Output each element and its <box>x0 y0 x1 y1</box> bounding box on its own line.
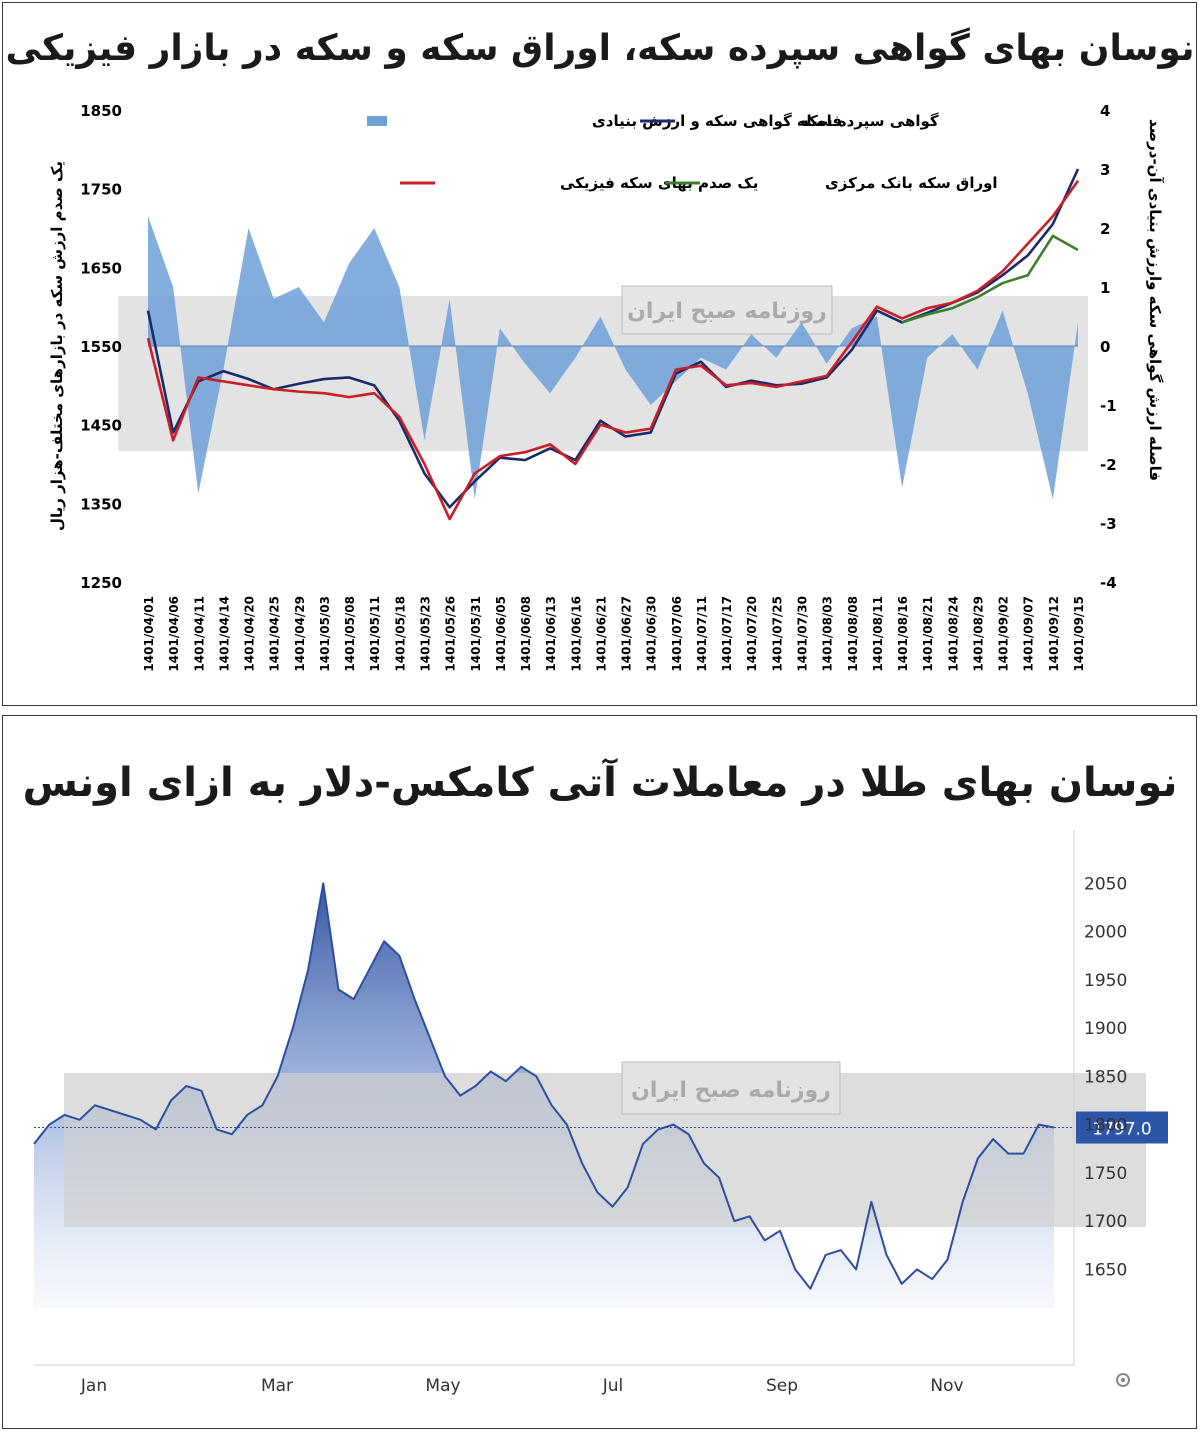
y-tick-label: 1250 <box>80 574 122 592</box>
y2-tick-label: 0 <box>1100 338 1110 356</box>
x-tick-label: 1401/06/05 <box>494 596 508 672</box>
y2-tick-label: -1 <box>1100 397 1117 415</box>
y-tick-label: 1550 <box>80 338 122 356</box>
legend-label: گواهی سپرده سکه <box>800 112 939 131</box>
line-series-3 <box>901 234 1079 324</box>
legend-label: اوراق سکه بانک مرکزی <box>825 174 998 192</box>
line-series-2 <box>146 180 1080 521</box>
y2-tick-label: -3 <box>1100 515 1117 533</box>
x-tick-label: 1401/04/25 <box>268 596 282 672</box>
x-tick-label: 1401/06/16 <box>569 596 583 672</box>
x-tick-label: 1401/08/16 <box>896 596 910 672</box>
x-tick-label: 1401/05/26 <box>444 596 458 672</box>
watermark-box <box>621 285 833 335</box>
x-tick-label: 1401/06/27 <box>620 596 634 672</box>
y-tick-label: 1850 <box>80 102 122 120</box>
y2-tick-label: 3 <box>1100 161 1110 179</box>
x-tick-label: 1401/07/11 <box>695 596 709 672</box>
panel-gold-chart <box>2 715 1197 1429</box>
coin-chart-canvas: روزنامه صبح ایران 1850 1750 1650 1550 1450 135… <box>48 102 1164 672</box>
y-tick-label: 1350 <box>80 495 122 513</box>
x-tick-label: 1401/08/11 <box>871 596 885 672</box>
x-tick-label: 1401/09/07 <box>1022 596 1036 672</box>
y2-tick-label: 1 <box>1100 279 1110 297</box>
x-tick-label: 1401/05/11 <box>368 596 382 672</box>
legend-label: یک صدم بهای سکه فیزیکی <box>560 174 758 192</box>
x-tick-label: 1401/07/06 <box>670 596 684 672</box>
x-tick-label: 1401/05/03 <box>318 596 332 672</box>
y-axis-label: یک صدم ارزش سکه در بازارهای مختلف-هزار ر… <box>48 161 66 531</box>
legend-swatch <box>367 116 387 126</box>
x-tick-label: 1401/09/15 <box>1072 596 1086 672</box>
x-tick-label: 1401/06/13 <box>544 596 558 672</box>
x-tick-label: 1401/06/08 <box>519 596 533 672</box>
area-series-gap <box>148 216 1078 500</box>
x-tick-label: 1401/07/17 <box>720 596 734 672</box>
x-tick-label: 1401/07/20 <box>745 596 759 672</box>
x-tick-label: 1401/04/29 <box>293 596 307 672</box>
x-tick-label: 1401/05/08 <box>343 596 357 672</box>
y2-tick-label: -4 <box>1100 574 1117 592</box>
y2-tick-label: -2 <box>1100 456 1117 474</box>
x-tick-label: 1401/04/14 <box>217 596 231 672</box>
legend-label: فاصله گواهی سکه و ارزش بنیادی <box>592 112 842 130</box>
x-tick-label: 1401/08/21 <box>921 596 935 672</box>
x-tick-label: 1401/05/23 <box>418 596 432 672</box>
watermark-text: روزنامه صبح ایران <box>627 299 827 324</box>
x-tick-label: 1401/05/18 <box>393 596 407 672</box>
x-tick-label: 1401/07/25 <box>770 596 784 672</box>
x-tick-label: 1401/04/01 <box>142 596 156 672</box>
x-tick-label: 1401/09/12 <box>1047 596 1061 672</box>
x-tick-label: 1401/08/08 <box>846 596 860 672</box>
y-tick-label: 1750 <box>80 181 122 199</box>
y-tick-label: 1450 <box>80 417 122 435</box>
x-tick-label: 1401/06/30 <box>645 596 659 672</box>
x-tick-label: 1401/06/21 <box>594 596 608 672</box>
y2-tick-label: 4 <box>1100 102 1110 120</box>
x-tick-label: 1401/05/31 <box>469 596 483 672</box>
x-tick-label: 1401/07/30 <box>796 596 810 672</box>
chart1-title: نوسان بهای گواهی سپرده سکه، اوراق سکه و … <box>5 28 1195 69</box>
y2-axis-label: فاصله ارزش گواهی سکه وارزش بنیادی آن-درص… <box>1146 119 1164 481</box>
x-tick-label: 1401/09/02 <box>997 596 1011 672</box>
x-tick-label: 1401/04/06 <box>167 596 181 672</box>
y2-tick-label: 2 <box>1100 220 1110 238</box>
chart2-title: نوسان بهای طلا در معاملات آتی کامکس-دلار… <box>22 760 1178 806</box>
x-tick-label: 1401/04/11 <box>192 596 206 672</box>
x-tick-label: 1401/04/20 <box>243 596 257 672</box>
x-tick-label: 1401/08/24 <box>946 596 960 672</box>
x-tick-label: 1401/08/03 <box>821 596 835 672</box>
x-tick-label: 1401/08/29 <box>971 596 985 672</box>
y-tick-label: 1650 <box>80 259 122 277</box>
